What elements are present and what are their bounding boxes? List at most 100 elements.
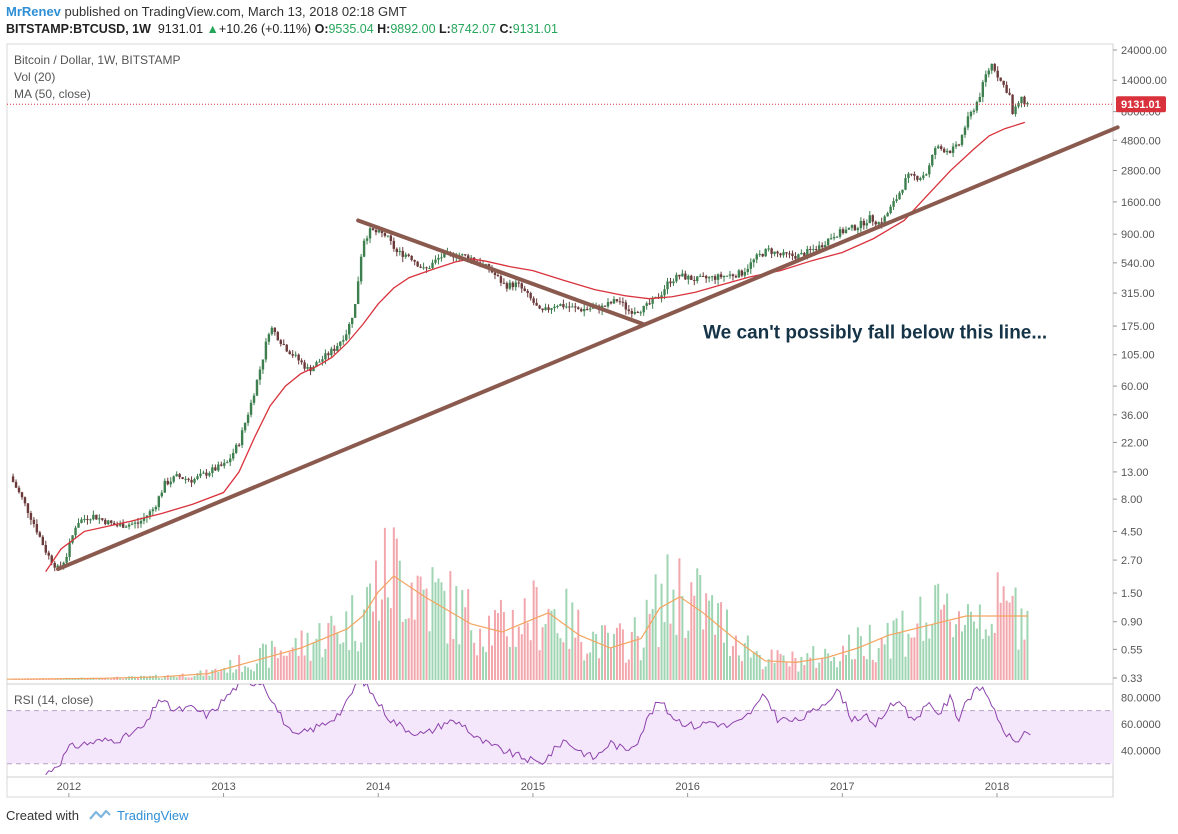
candle-body xyxy=(65,556,68,563)
volume-bar xyxy=(553,609,556,680)
candle-body xyxy=(812,249,815,251)
volume-bar xyxy=(148,675,151,680)
low-value: 8742.07 xyxy=(450,22,497,36)
volume-bar xyxy=(788,666,791,680)
candle-body xyxy=(374,230,378,233)
candle-body xyxy=(532,298,535,303)
volume-bar xyxy=(229,659,232,680)
tradingview-logo-icon xyxy=(88,809,111,824)
candle-body xyxy=(169,481,172,485)
volume-bar xyxy=(969,611,972,680)
volume-bar xyxy=(59,678,62,680)
volume-bar xyxy=(720,602,723,680)
candle-body xyxy=(359,256,363,282)
candle-body xyxy=(889,206,892,214)
candle-body xyxy=(148,511,152,516)
volume-bar xyxy=(877,647,880,680)
volume-bar xyxy=(449,571,452,680)
high-value: 9892.00 xyxy=(390,22,436,36)
open-label: O: xyxy=(314,22,329,36)
ma-50-line xyxy=(45,121,1026,572)
volume-bar xyxy=(824,648,827,680)
volume-bar xyxy=(1014,587,1017,680)
chart-annotation: We can't possibly fall below this line..… xyxy=(703,323,1047,344)
volume-bar xyxy=(681,595,684,680)
volume-bar xyxy=(511,609,514,680)
volume-bar xyxy=(1002,586,1005,680)
rsi-band xyxy=(7,710,1113,764)
volume-bar xyxy=(324,648,327,680)
candle-body xyxy=(749,262,752,269)
volume-bar xyxy=(428,631,431,680)
candle-body xyxy=(776,251,779,254)
volume-bar xyxy=(490,645,493,680)
candle-body xyxy=(321,359,324,362)
volume-bar xyxy=(193,675,196,680)
candle-body xyxy=(588,308,592,310)
candle-body xyxy=(737,270,741,278)
candle-body xyxy=(999,77,1002,81)
volume-bar xyxy=(520,634,523,680)
volume-bar xyxy=(404,619,407,680)
candle-body xyxy=(383,233,387,236)
rsi-axis-label: 40.0000 xyxy=(1121,745,1161,757)
candle-body xyxy=(981,82,985,97)
candle-body xyxy=(258,369,262,380)
volume-bar xyxy=(874,662,877,680)
volume-bar xyxy=(360,642,363,680)
volume-bar xyxy=(505,636,508,680)
volume-bar xyxy=(410,582,413,680)
candle-body xyxy=(755,254,758,260)
volume-bar xyxy=(627,659,630,680)
volume-bar xyxy=(363,609,366,680)
volume-bar xyxy=(547,608,550,680)
time-axis-label: 2016 xyxy=(675,781,699,793)
candle-body xyxy=(1026,102,1029,105)
volume-bar xyxy=(847,634,850,680)
volume-bar xyxy=(327,623,330,680)
candle-body xyxy=(53,562,56,568)
volume-bar xyxy=(291,647,294,680)
chart-title-legend: Bitcoin / Dollar, 1W, BITSTAMP xyxy=(14,53,181,67)
candle-body xyxy=(838,229,842,237)
author-link[interactable]: MrRenev xyxy=(6,4,61,19)
volume-bar xyxy=(764,666,767,680)
volume-bar xyxy=(660,583,663,680)
rsi-line xyxy=(45,684,1031,776)
candle-body xyxy=(844,229,848,234)
volume-bar xyxy=(479,628,482,680)
candle-body xyxy=(20,492,24,498)
volume-bar xyxy=(850,659,853,680)
volume-bar xyxy=(842,645,845,680)
volume-bar xyxy=(339,643,342,680)
candle-body xyxy=(526,290,529,293)
candle-body xyxy=(184,478,187,480)
candle-body xyxy=(939,146,943,149)
volume-bar xyxy=(374,560,377,680)
candle-body xyxy=(615,299,619,302)
last-price-tag-label: 9131.01 xyxy=(1121,99,1161,111)
candle-body xyxy=(297,354,300,361)
candle-body xyxy=(948,150,952,153)
candle-body xyxy=(249,402,253,415)
volume-bar xyxy=(264,644,267,680)
volume-bar xyxy=(687,630,690,680)
candle-body xyxy=(785,252,788,254)
candle-body xyxy=(910,173,913,175)
candle-body xyxy=(850,225,854,228)
tradingview-brand[interactable]: TradingView xyxy=(117,808,189,823)
price-axis-label: 105.00 xyxy=(1121,350,1155,362)
candle-body xyxy=(493,272,497,275)
candle-body xyxy=(687,275,690,280)
candle-body xyxy=(764,248,767,257)
candle-body xyxy=(118,523,122,526)
candle-body xyxy=(136,522,140,524)
candle-body xyxy=(621,301,625,303)
candle-body xyxy=(672,281,675,284)
volume-bar xyxy=(645,599,648,680)
volume-bar xyxy=(145,676,148,680)
support-trendline xyxy=(56,125,1120,572)
volume-bar xyxy=(434,582,437,680)
candle-body xyxy=(892,201,895,207)
